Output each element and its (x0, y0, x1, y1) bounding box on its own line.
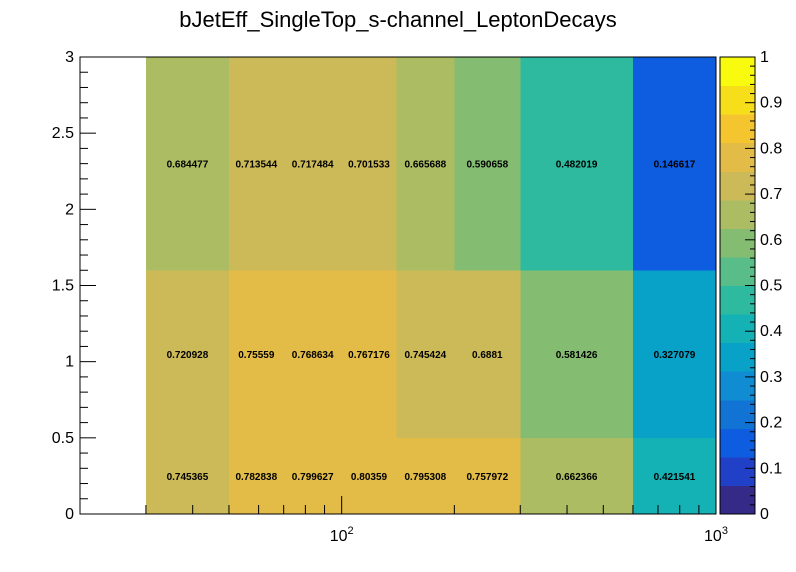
colorbar-tick-label: 0 (760, 506, 769, 523)
y-axis: 0 0.5 1 1.5 2 2.5 3 (52, 49, 96, 523)
colorbar-swatch (720, 142, 755, 172)
heatmap-cell (228, 437, 284, 514)
colorbar-tick-label: 0.5 (760, 278, 782, 295)
heatmap-cell (520, 270, 633, 438)
heatmap-cell-labels: 0.745365 0.782838 0.799627 0.80359 0.795308 0… (167, 160, 696, 483)
cell-value-label: 0.421541 (654, 472, 696, 483)
y-tick-label: 2 (65, 201, 74, 218)
colorbar-swatch (720, 371, 755, 401)
y-tick-label: 0 (65, 506, 74, 523)
cell-value-label: 0.327079 (654, 350, 696, 361)
x-axis: 102 103 (79, 496, 728, 545)
cell-value-label: 0.146617 (654, 160, 696, 171)
cell-value-label: 0.590658 (466, 160, 508, 171)
cell-value-label: 0.581426 (556, 350, 598, 361)
colorbar-swatch (720, 85, 755, 115)
colorbar-tick-label: 0.2 (760, 415, 782, 432)
x-tick-label: 103 (704, 525, 728, 545)
cell-value-label: 0.684477 (167, 160, 209, 171)
heatmap-cell (396, 437, 455, 514)
heatmap-cells (145, 57, 716, 514)
heatmap-cell (520, 57, 633, 271)
colorbar-tick-label: 0.7 (760, 186, 782, 203)
colorbar-tick-label: 0.3 (760, 369, 782, 386)
heatmap-cell (396, 270, 455, 438)
x-tick-label: 102 (330, 525, 354, 545)
cell-value-label: 0.80359 (351, 472, 388, 483)
heatmap-cell (228, 270, 284, 438)
colorbar-swatch (720, 342, 755, 372)
cell-value-label: 0.713544 (235, 160, 277, 171)
heatmap-cell (341, 270, 397, 438)
cell-value-label: 0.665688 (404, 160, 446, 171)
cell-value-label: 0.662366 (556, 472, 598, 483)
cell-value-label: 0.745424 (404, 350, 446, 361)
cell-value-label: 0.482019 (556, 160, 598, 171)
colorbar-swatch (720, 114, 755, 144)
cell-value-label: 0.701533 (348, 160, 390, 171)
colorbar-swatch (720, 456, 755, 486)
y-tick-label: 1.5 (52, 278, 74, 295)
heatmap-cell (454, 270, 521, 438)
heatmap-cell (632, 437, 716, 514)
colorbar-swatch (720, 57, 755, 87)
heatmap-cell (341, 57, 397, 271)
heatmap-cell (632, 57, 716, 271)
colorbar-tick-label: 0.4 (760, 323, 782, 340)
heatmap-cell (454, 437, 521, 514)
chart-title: bJetEff_SingleTop_s-channel_LeptonDecays (179, 7, 616, 32)
heatmap-cell (145, 270, 229, 438)
heatmap-cell (341, 437, 397, 514)
cell-value-label: 0.782838 (235, 472, 277, 483)
colorbar-swatch (720, 485, 755, 515)
y-tick-label: 1 (65, 354, 74, 371)
heatmap-cell (454, 57, 521, 271)
colorbar-swatch (720, 314, 755, 344)
colorbar-swatch (720, 199, 755, 229)
cell-value-label: 0.767176 (348, 350, 390, 361)
colorbar-swatch (720, 428, 755, 458)
cell-value-label: 0.75559 (238, 350, 275, 361)
heatmap-cell (396, 57, 455, 271)
cell-value-label: 0.795308 (404, 472, 446, 483)
y-tick-label: 3 (65, 49, 74, 66)
heatmap-cell (283, 57, 342, 271)
heatmap-cell (283, 270, 342, 438)
heatmap-cell (145, 437, 229, 514)
heatmap-cell (145, 57, 229, 271)
colorbar-tick-label: 0.8 (760, 140, 782, 157)
cell-value-label: 0.799627 (292, 472, 334, 483)
heatmap-cell (520, 437, 633, 514)
colorbar-swatch (720, 256, 755, 286)
y-tick-label: 0.5 (52, 430, 74, 447)
colorbar-swatch (720, 285, 755, 315)
heatmap-cell (228, 57, 284, 271)
colorbar-tick-label: 0.1 (760, 460, 782, 477)
cell-value-label: 0.720928 (167, 350, 209, 361)
cell-value-label: 0.745365 (167, 472, 209, 483)
colorbar: 0 0.1 0.2 0.3 0.4 0.5 0.6 0.7 0.8 0.9 1 (719, 49, 782, 523)
cell-value-label: 0.717484 (292, 160, 334, 171)
heatmap-cell (632, 270, 716, 438)
colorbar-swatch (720, 171, 755, 201)
cell-value-label: 0.757972 (466, 472, 508, 483)
y-tick-label: 2.5 (52, 125, 74, 142)
colorbar-swatch (720, 228, 755, 258)
colorbar-tick-label: 0.9 (760, 95, 782, 112)
colorbar-swatch (720, 399, 755, 429)
heatmap-cell (283, 437, 342, 514)
colorbar-tick-label: 0.6 (760, 232, 782, 249)
cell-value-label: 0.768634 (292, 350, 334, 361)
colorbar-tick-label: 1 (760, 49, 769, 66)
cell-value-label: 0.6881 (472, 350, 503, 361)
